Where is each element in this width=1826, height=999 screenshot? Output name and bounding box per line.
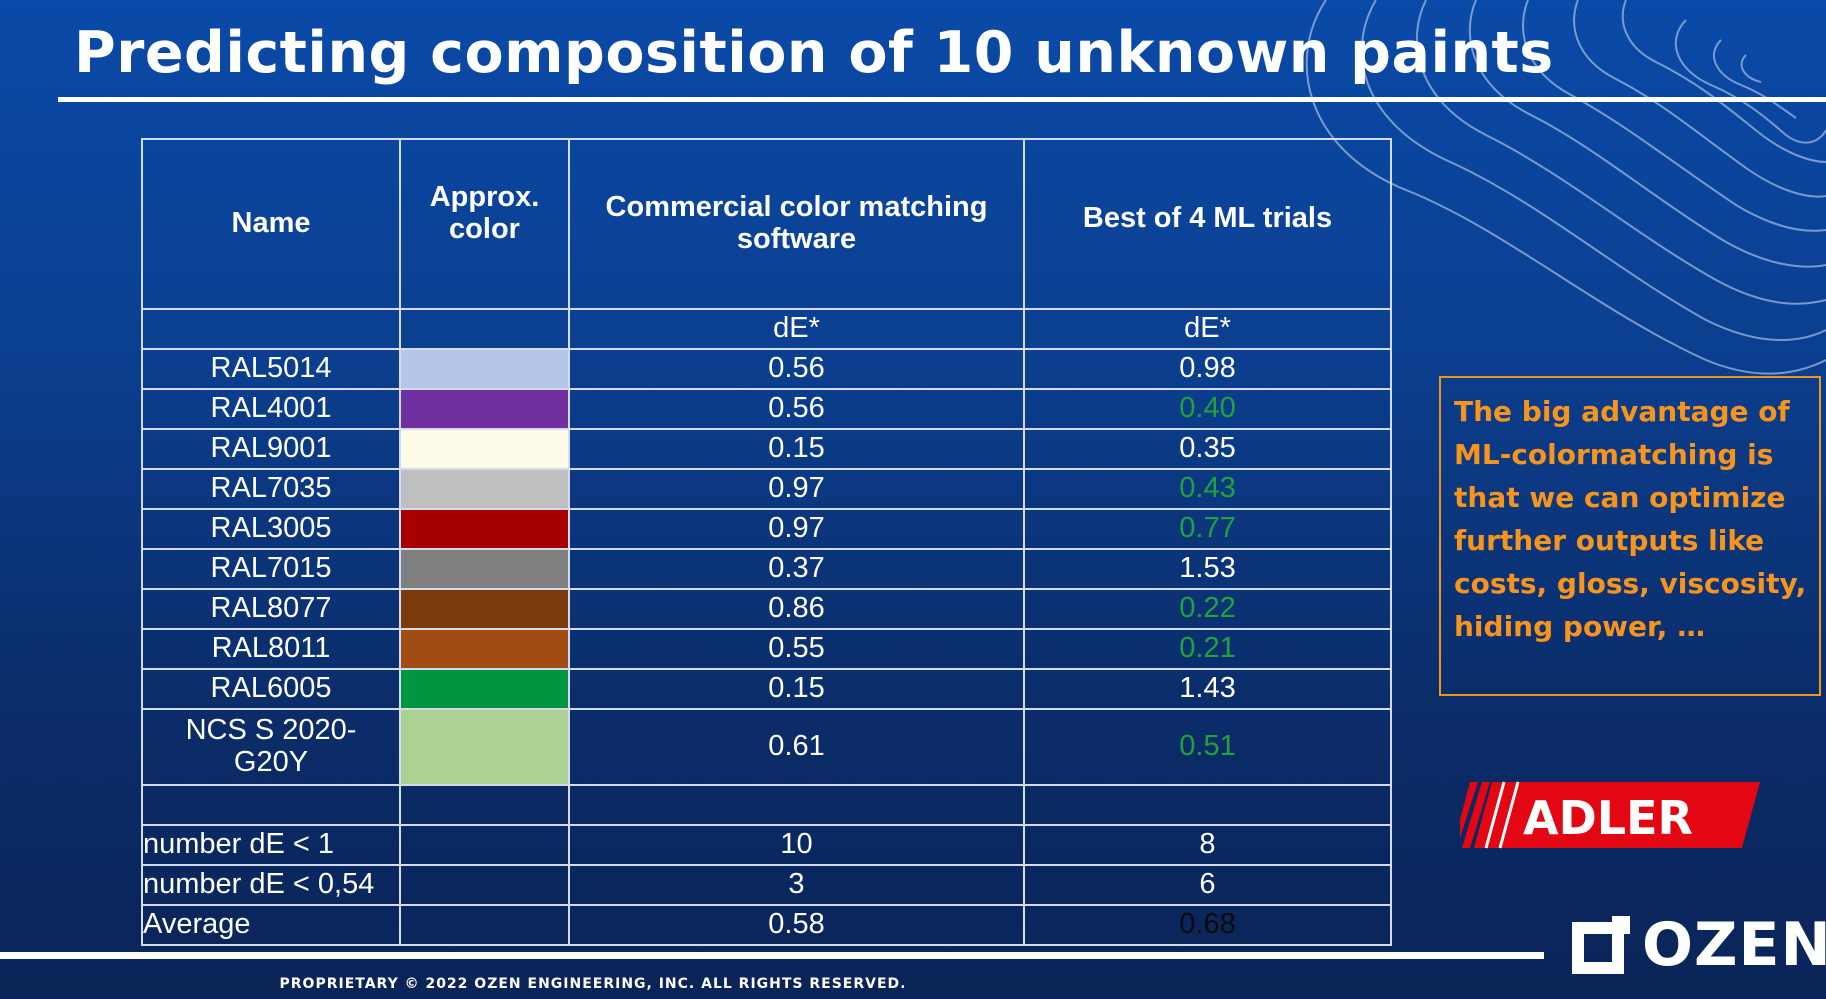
units-commercial: dE* xyxy=(568,308,1025,350)
ozen-logo-mark xyxy=(1572,916,1630,974)
header-commercial: Commercial color matching software xyxy=(568,138,1025,310)
commercial-value: 0.61 xyxy=(568,708,1025,786)
header-name: Name xyxy=(141,138,401,310)
paint-name: RAL3005 xyxy=(141,508,401,550)
color-swatch xyxy=(399,628,570,670)
adler-logo-text: ADLER xyxy=(1523,791,1693,845)
callout-line: The big advantage of xyxy=(1454,395,1790,428)
paint-name: RAL6005 xyxy=(141,668,401,710)
summary-label: number dE < 0,54 xyxy=(141,864,401,906)
summary-row: Average 0.58 0.68 xyxy=(141,904,1392,946)
callout-line: costs, gloss, viscosity, xyxy=(1454,567,1807,600)
summary-commercial: 10 xyxy=(568,824,1025,866)
footer-rule xyxy=(0,952,1544,959)
table-row: RAL5014 0.56 0.98 xyxy=(141,348,1392,390)
commercial-value: 0.55 xyxy=(568,628,1025,670)
units-name-empty xyxy=(141,308,401,350)
ml-value: 1.43 xyxy=(1023,668,1392,710)
color-swatch xyxy=(399,468,570,510)
color-swatch xyxy=(399,348,570,390)
adler-logo: ADLER xyxy=(1460,781,1760,849)
color-swatch xyxy=(399,548,570,590)
summary-ml: 6 xyxy=(1023,864,1392,906)
callout-line: further outputs like xyxy=(1454,524,1765,557)
spacer-cell xyxy=(1023,784,1392,826)
ml-value: 0.77 xyxy=(1023,508,1392,550)
summary-label: number dE < 1 xyxy=(141,824,401,866)
commercial-value: 0.15 xyxy=(568,428,1025,470)
spacer-cell xyxy=(141,784,401,826)
color-swatch xyxy=(399,668,570,710)
ml-value: 1.53 xyxy=(1023,548,1392,590)
commercial-value: 0.15 xyxy=(568,668,1025,710)
callout-line: that we can optimize xyxy=(1454,481,1786,514)
table-row: RAL3005 0.97 0.77 xyxy=(141,508,1392,550)
color-swatch xyxy=(399,508,570,550)
results-table: Name Approx. color Commercial color matc… xyxy=(141,138,1392,946)
summary-empty xyxy=(399,824,570,866)
table-row: RAL8011 0.55 0.21 xyxy=(141,628,1392,670)
color-swatch xyxy=(399,428,570,470)
summary-ml: 0.68 xyxy=(1023,904,1392,946)
summary-ml: 8 xyxy=(1023,824,1392,866)
paint-name: RAL5014 xyxy=(141,348,401,390)
summary-commercial: 3 xyxy=(568,864,1025,906)
title-underline xyxy=(58,97,1826,102)
table-row: RAL6005 0.15 1.43 xyxy=(141,668,1392,710)
table-row: RAL8077 0.86 0.22 xyxy=(141,588,1392,630)
advantage-callout: The big advantage of ML-colormatching is t… xyxy=(1439,376,1821,696)
summary-empty xyxy=(399,864,570,906)
paint-name: NCS S 2020-G20Y xyxy=(141,708,401,786)
commercial-value: 0.97 xyxy=(568,468,1025,510)
ml-value: 0.98 xyxy=(1023,348,1392,390)
ozen-logo: OZEN xyxy=(1568,910,1826,980)
paint-name: RAL7035 xyxy=(141,468,401,510)
summary-commercial: 0.58 xyxy=(568,904,1025,946)
commercial-value: 0.37 xyxy=(568,548,1025,590)
spacer-row xyxy=(141,784,1392,826)
units-color-empty xyxy=(399,308,570,350)
paint-name: RAL4001 xyxy=(141,388,401,430)
color-swatch xyxy=(399,388,570,430)
units-row: dE* dE* xyxy=(141,308,1392,350)
color-swatch xyxy=(399,588,570,630)
summary-row: number dE < 0,54 3 6 xyxy=(141,864,1392,906)
paint-name: RAL9001 xyxy=(141,428,401,470)
header-ml: Best of 4 ML trials xyxy=(1023,138,1392,310)
spacer-cell xyxy=(568,784,1025,826)
spacer-cell xyxy=(399,784,570,826)
header-color: Approx. color xyxy=(399,138,570,310)
footer-copyright: PROPRIETARY © 2022 OZEN ENGINEERING, INC… xyxy=(279,976,907,992)
table-row: NCS S 2020-G20Y 0.61 0.51 xyxy=(141,708,1392,786)
ozen-logo-text: OZEN xyxy=(1642,910,1826,980)
commercial-value: 0.56 xyxy=(568,348,1025,390)
summary-label: Average xyxy=(141,904,401,946)
callout-line: hiding power, … xyxy=(1454,610,1706,643)
paint-name: RAL8011 xyxy=(141,628,401,670)
ml-value: 0.43 xyxy=(1023,468,1392,510)
summary-row: number dE < 1 10 8 xyxy=(141,824,1392,866)
header-row: Name Approx. color Commercial color matc… xyxy=(141,138,1392,310)
table-row: RAL9001 0.15 0.35 xyxy=(141,428,1392,470)
units-ml: dE* xyxy=(1023,308,1392,350)
contour-lines-decoration xyxy=(1305,0,1826,375)
ml-value: 0.40 xyxy=(1023,388,1392,430)
table-row: RAL4001 0.56 0.40 xyxy=(141,388,1392,430)
page-title: Predicting composition of 10 unknown pai… xyxy=(74,20,1554,86)
ml-value: 0.51 xyxy=(1023,708,1392,786)
summary-empty xyxy=(399,904,570,946)
paint-name: RAL8077 xyxy=(141,588,401,630)
table-row: RAL7015 0.37 1.53 xyxy=(141,548,1392,590)
ml-value: 0.22 xyxy=(1023,588,1392,630)
commercial-value: 0.56 xyxy=(568,388,1025,430)
ml-value: 0.35 xyxy=(1023,428,1392,470)
paint-name: RAL7015 xyxy=(141,548,401,590)
color-swatch xyxy=(399,708,570,786)
callout-line: ML-colormatching is xyxy=(1454,438,1774,471)
commercial-value: 0.97 xyxy=(568,508,1025,550)
commercial-value: 0.86 xyxy=(568,588,1025,630)
ml-value: 0.21 xyxy=(1023,628,1392,670)
table-row: RAL7035 0.97 0.43 xyxy=(141,468,1392,510)
